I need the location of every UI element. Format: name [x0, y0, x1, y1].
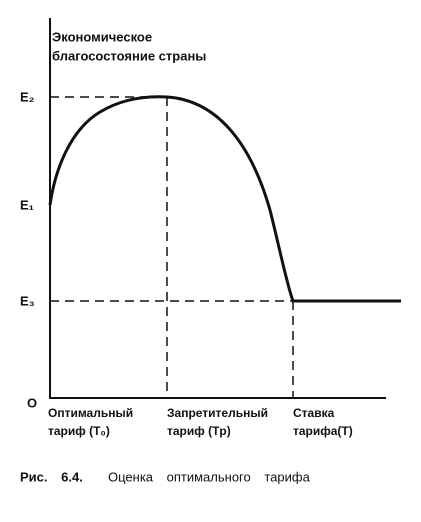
guide-lines [50, 96, 294, 398]
caption-number: Рис. 6.4. [20, 469, 83, 484]
x-label: Оптимальный [48, 406, 133, 420]
axes [49, 18, 386, 399]
x-label: тариф (T₀) [48, 424, 110, 438]
welfare-curve [48, 95, 401, 303]
level-label: E₂ [20, 89, 35, 104]
x-label: тариф (Tp) [167, 424, 231, 438]
y-axis-label: благосостояние страны [52, 48, 206, 63]
level-label: E₃ [20, 293, 35, 308]
x-label: тарифа(T) [293, 424, 353, 438]
origin-label: O [27, 395, 37, 410]
x-label: Ставка [293, 406, 335, 420]
y-axis-label: Экономическое [52, 29, 152, 44]
x-label: Запретительный [167, 406, 268, 420]
level-label: E₁ [20, 197, 34, 212]
caption-text: Оценка оптимального тарифа [108, 469, 311, 484]
